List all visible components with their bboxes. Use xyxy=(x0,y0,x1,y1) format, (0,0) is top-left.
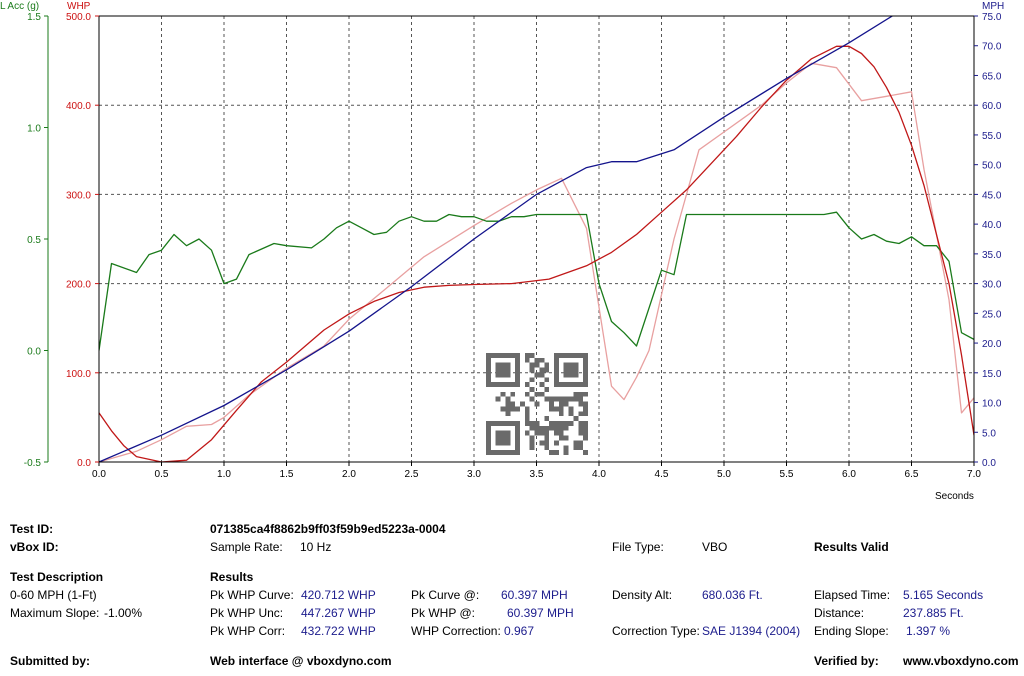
dyno-chart: 0.0 0.5 1.0 1.5 2.0 2.5 3.0 3.5 4.0 4.5 5.0 5.5 6.0 6… xyxy=(0,1,1004,502)
x-tick-label: 2.0 xyxy=(342,469,356,480)
x-tick-label: 6.5 xyxy=(905,469,919,480)
whp-tick-label: 400.0 xyxy=(66,101,91,112)
file-type-value: VBO xyxy=(702,540,728,554)
max-slope-label: Maximum Slope: xyxy=(10,606,100,620)
x-tick-label: 5.0 xyxy=(717,469,731,480)
whp-tick-label: 500.0 xyxy=(66,12,91,23)
pk-whp-at-value: 60.397 MPH xyxy=(507,606,574,620)
x-tick-label: 0.0 xyxy=(92,469,106,480)
density-alt-label: Density Alt: xyxy=(612,588,673,602)
pk-whp-unc-label: Pk WHP Unc: xyxy=(210,606,284,620)
lacc-tick-label: 0.5 xyxy=(27,235,41,246)
sample-rate-value: 10 Hz xyxy=(300,540,332,554)
whp-tick-label: 100.0 xyxy=(66,369,91,380)
mph-tick-label: 10.0 xyxy=(982,399,1002,410)
lacc-axis-label: L Acc (g) xyxy=(0,1,39,12)
mph-tick-label: 15.0 xyxy=(982,369,1002,380)
x-tick-label: 3.5 xyxy=(530,469,544,480)
ending-slope-label: Ending Slope: xyxy=(814,624,889,638)
series-lacc-line xyxy=(99,211,974,351)
mph-tick-label: 75.0 xyxy=(982,12,1002,23)
mph-tick-label: 45.0 xyxy=(982,190,1002,201)
file-type-label: File Type: xyxy=(612,540,664,554)
density-alt-value: 680.036 Ft. xyxy=(702,588,763,602)
mph-tick-label: 30.0 xyxy=(982,280,1002,291)
sample-rate-label: Sample Rate: xyxy=(210,540,283,554)
pk-whp-corr-label: Pk WHP Corr: xyxy=(210,624,286,638)
series-whp-curve-line xyxy=(99,45,974,462)
chart-ticks: 0.0 0.5 1.0 1.5 2.0 2.5 3.0 3.5 4.0 4.5 5.0 5.5 6.0 6… xyxy=(24,12,1002,480)
test-description-value: 0-60 MPH (1-Ft) xyxy=(10,588,97,602)
x-tick-label: 2.5 xyxy=(405,469,419,480)
x-tick-label: 1.0 xyxy=(217,469,231,480)
verified-by-label: Verified by: xyxy=(814,654,879,668)
max-slope-value: -1.00% xyxy=(104,606,143,620)
distance-value: 237.885 Ft. xyxy=(903,606,964,620)
mph-tick-label: 55.0 xyxy=(982,131,1002,142)
mph-tick-label: 25.0 xyxy=(982,309,1002,320)
x-axis-label: Seconds xyxy=(935,491,974,502)
mph-tick-label: 40.0 xyxy=(982,220,1002,231)
chart-series xyxy=(99,16,974,462)
pk-whp-unc-value: 447.267 WHP xyxy=(301,606,376,620)
mph-tick-label: 70.0 xyxy=(982,42,1002,53)
pk-curve-at-label: Pk Curve @: xyxy=(411,588,480,602)
pk-whp-at-label: Pk WHP @: xyxy=(411,606,475,620)
mph-tick-label: 65.0 xyxy=(982,71,1002,82)
x-tick-label: 5.5 xyxy=(780,469,794,480)
mph-tick-label: 5.0 xyxy=(982,428,996,439)
distance-label: Distance: xyxy=(814,606,865,620)
whp-tick-label: 200.0 xyxy=(66,280,91,291)
correction-type-value: SAE J1394 (2004) xyxy=(702,624,801,638)
verified-by-value: www.vboxdyno.com xyxy=(903,654,1019,668)
mph-tick-label: 20.0 xyxy=(982,339,1002,350)
pk-whp-curve-label: Pk WHP Curve: xyxy=(210,588,294,602)
x-tick-label: 4.0 xyxy=(592,469,606,480)
pk-whp-curve-value: 420.712 WHP xyxy=(301,588,376,602)
x-tick-label: 6.0 xyxy=(842,469,856,480)
elapsed-time-value: 5.165 Seconds xyxy=(903,588,984,602)
whp-tick-label: 300.0 xyxy=(66,190,91,201)
mph-tick-label: 0.0 xyxy=(982,458,996,469)
lacc-tick-label: 1.5 xyxy=(27,12,41,23)
vbox-id-label: vBox ID: xyxy=(10,540,59,554)
series-whp-raw-line xyxy=(99,62,974,462)
mph-tick-label: 60.0 xyxy=(982,101,1002,112)
whp-tick-label: 0.0 xyxy=(77,458,91,469)
mph-axis-label: MPH xyxy=(982,1,1004,12)
pk-curve-at-value: 60.397 MPH xyxy=(501,588,568,602)
series-mph-line xyxy=(99,16,894,462)
ending-slope-value: 1.397 % xyxy=(906,624,951,638)
whp-axis-label: WHP xyxy=(67,1,91,12)
chart-grid xyxy=(99,16,974,462)
test-id-value: 071385ca4f8862b9ff03f59b9ed5223a-0004 xyxy=(210,522,446,536)
whp-correction-label: WHP Correction: xyxy=(411,624,501,638)
x-tick-label: 0.5 xyxy=(155,469,169,480)
test-id-label: Test ID: xyxy=(10,522,54,536)
mph-tick-label: 50.0 xyxy=(982,161,1002,172)
elapsed-time-label: Elapsed Time: xyxy=(814,588,891,602)
pk-whp-corr-value: 432.722 WHP xyxy=(301,624,376,638)
mph-tick-label: 35.0 xyxy=(982,250,1002,261)
x-tick-label: 7.0 xyxy=(967,469,981,480)
x-tick-label: 4.5 xyxy=(655,469,669,480)
results-label: Results xyxy=(210,570,254,584)
x-tick-label: 3.0 xyxy=(467,469,481,480)
correction-type-label: Correction Type: xyxy=(612,624,700,638)
lacc-tick-label: 1.0 xyxy=(27,124,41,135)
submitted-by-label: Submitted by: xyxy=(10,654,90,668)
results-valid-badge: Results Valid xyxy=(814,540,889,554)
x-tick-label: 1.5 xyxy=(280,469,294,480)
lacc-tick-label: 0.0 xyxy=(27,347,41,358)
qr-code-icon xyxy=(486,353,588,455)
whp-correction-value: 0.967 xyxy=(504,624,535,638)
web-interface-text: Web interface @ vboxdyno.com xyxy=(210,654,392,668)
test-description-label: Test Description xyxy=(10,570,104,584)
lacc-tick-label: -0.5 xyxy=(24,458,42,469)
